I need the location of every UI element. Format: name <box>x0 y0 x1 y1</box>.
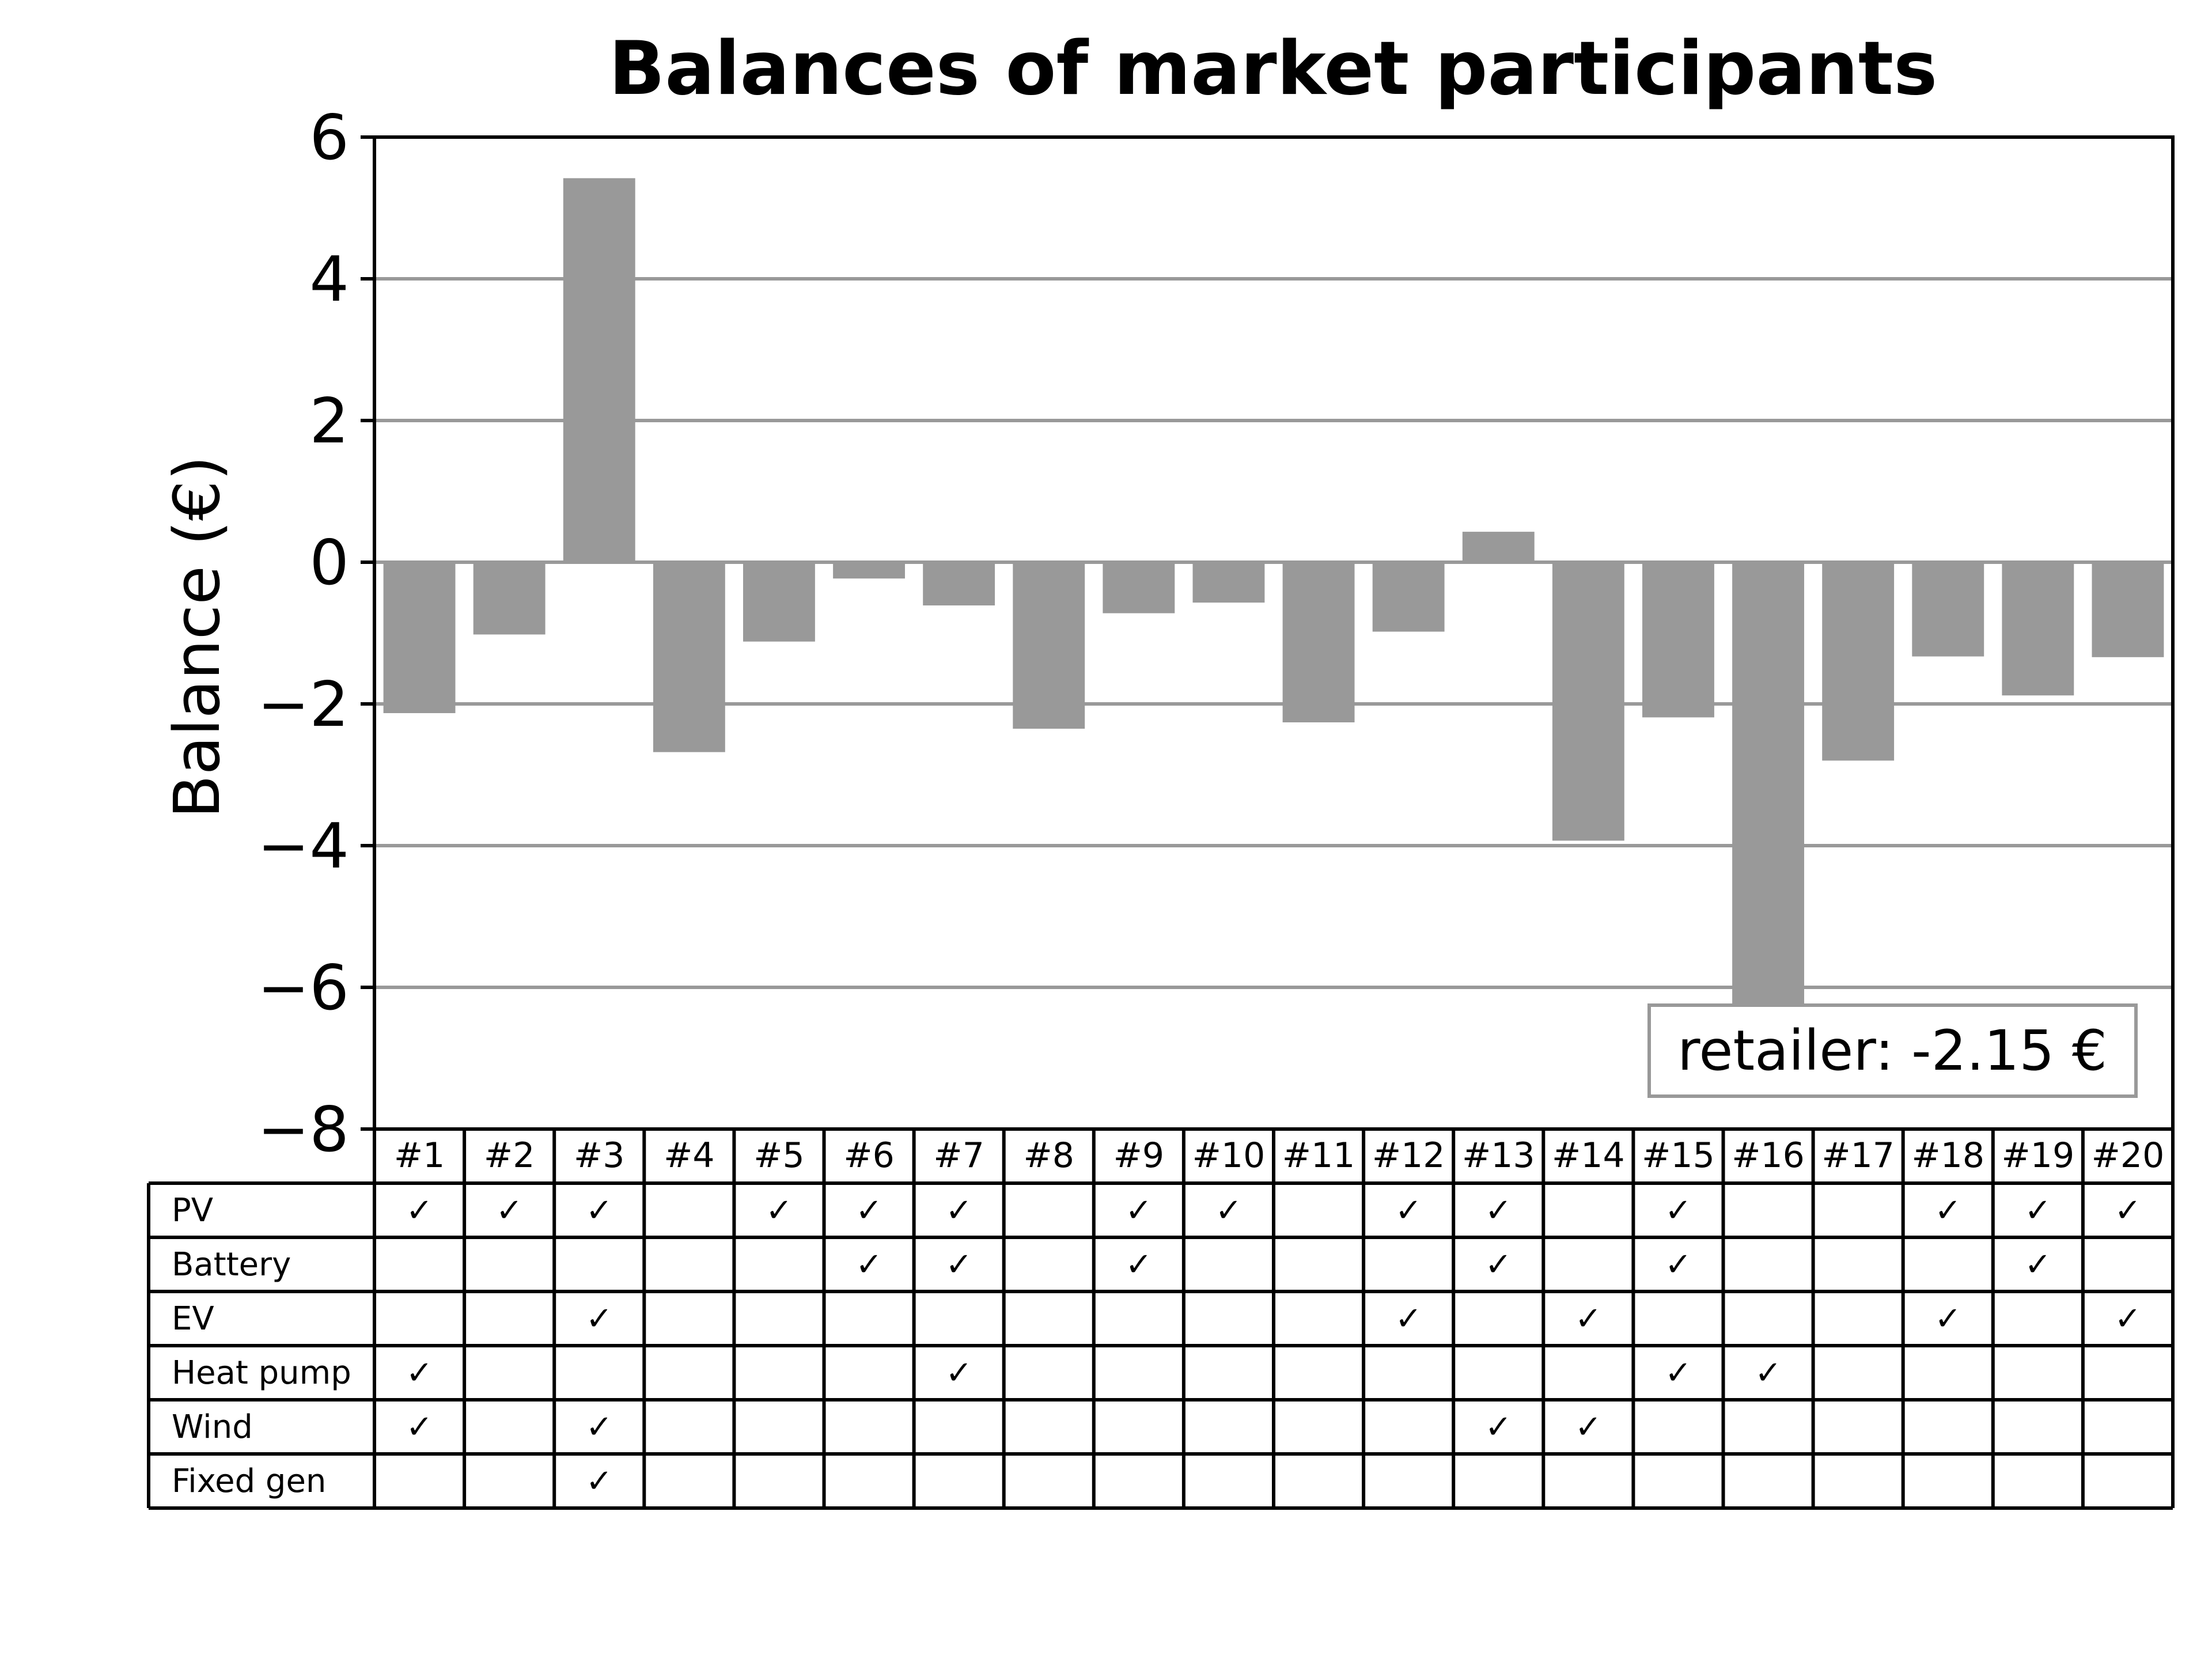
check-mark: ✓ <box>586 1300 613 1338</box>
column-header: #2 <box>484 1135 535 1176</box>
gridlines <box>374 277 2173 989</box>
check-mark: ✓ <box>2114 1192 2141 1229</box>
bar-20 <box>2092 562 2164 657</box>
retailer-annotation-box <box>1647 1003 2138 1098</box>
bar-1 <box>383 562 456 713</box>
y-axis-label: Balance (€) <box>160 456 234 819</box>
row-label: EV <box>172 1300 214 1338</box>
row-label: PV <box>172 1192 213 1229</box>
bar-13 <box>1462 532 1535 562</box>
column-header: #6 <box>843 1135 894 1176</box>
check-mark: ✓ <box>855 1192 882 1229</box>
column-header: #12 <box>1372 1135 1445 1176</box>
check-mark: ✓ <box>945 1192 972 1229</box>
check-mark: ✓ <box>586 1408 613 1446</box>
check-mark: ✓ <box>586 1192 613 1229</box>
bar-9 <box>1103 562 1175 613</box>
column-header: #20 <box>2092 1135 2165 1176</box>
column-header: #9 <box>1113 1135 1164 1176</box>
plot-frame <box>373 135 2175 1131</box>
bar-10 <box>1192 562 1265 603</box>
column-header: #18 <box>1911 1135 1984 1176</box>
bar-11 <box>1282 562 1355 722</box>
check-mark: ✓ <box>1125 1246 1152 1283</box>
bar-3 <box>563 178 635 563</box>
bar-19 <box>2002 562 2074 696</box>
column-header: #13 <box>1462 1135 1535 1176</box>
check-mark: ✓ <box>1665 1354 1692 1392</box>
row-label: Wind <box>172 1408 253 1446</box>
row-label: Heat pump <box>172 1354 351 1392</box>
check-mark: ✓ <box>1575 1300 1602 1338</box>
bar-17 <box>1822 562 1895 761</box>
check-mark: ✓ <box>1395 1300 1422 1338</box>
bar-2 <box>473 562 546 635</box>
check-mark: ✓ <box>766 1192 793 1229</box>
y-tick-label: 4 <box>309 244 349 316</box>
check-mark: ✓ <box>406 1408 433 1446</box>
column-header: #15 <box>1642 1135 1715 1176</box>
y-tick-label: −4 <box>257 810 349 882</box>
bar-4 <box>653 562 725 752</box>
check-mark: ✓ <box>2024 1192 2051 1229</box>
check-mark: ✓ <box>1665 1246 1692 1283</box>
bar-5 <box>743 562 815 642</box>
column-header: #16 <box>1732 1135 1805 1176</box>
y-tick-label: −2 <box>257 669 349 741</box>
retailer-annotation-text: retailer: -2.15 € <box>1677 1018 2107 1083</box>
check-mark: ✓ <box>1485 1246 1512 1283</box>
check-mark: ✓ <box>586 1463 613 1500</box>
column-header: #1 <box>394 1135 445 1176</box>
check-mark: ✓ <box>1125 1192 1152 1229</box>
check-mark: ✓ <box>1755 1354 1782 1392</box>
check-mark: ✓ <box>1934 1300 1961 1338</box>
column-header: #19 <box>2002 1135 2075 1176</box>
bar-7 <box>923 562 995 606</box>
y-tick-label: 2 <box>309 385 349 457</box>
check-mark: ✓ <box>1395 1192 1422 1229</box>
column-header: #4 <box>664 1135 714 1176</box>
bar-16 <box>1732 562 1804 1013</box>
bar-14 <box>1552 562 1624 841</box>
y-tick-label: −8 <box>257 1094 349 1166</box>
check-mark: ✓ <box>1575 1408 1602 1446</box>
retailer-annotation: retailer: -2.15 € <box>1647 1003 2138 1098</box>
check-mark: ✓ <box>945 1246 972 1283</box>
column-header: #17 <box>1821 1135 1895 1176</box>
y-tick-label: −6 <box>257 952 349 1024</box>
y-tick-label: 0 <box>309 527 349 599</box>
column-header: #7 <box>933 1135 984 1176</box>
check-mark: ✓ <box>1934 1192 1961 1229</box>
check-mark: ✓ <box>1215 1192 1242 1229</box>
check-mark: ✓ <box>406 1354 433 1392</box>
row-label: Fixed gen <box>172 1463 326 1500</box>
check-mark: ✓ <box>406 1192 433 1229</box>
check-mark: ✓ <box>2024 1246 2051 1283</box>
column-header: #8 <box>1024 1135 1074 1176</box>
bar-8 <box>1013 562 1085 729</box>
row-label: Battery <box>172 1246 291 1283</box>
bar-18 <box>1912 562 1984 657</box>
chart-title: Balances of market participants <box>609 26 1938 112</box>
column-header: #5 <box>753 1135 804 1176</box>
check-mark: ✓ <box>2114 1300 2141 1338</box>
check-mark: ✓ <box>1485 1408 1512 1446</box>
column-header: #11 <box>1282 1135 1355 1176</box>
check-mark: ✓ <box>1665 1192 1692 1229</box>
check-mark: ✓ <box>1485 1192 1512 1229</box>
bar-15 <box>1642 562 1714 718</box>
bar-12 <box>1372 562 1445 632</box>
participant-table: #1 #2 #3 #4 #5 #6 #7 #8 #9 #10 #11 #12 #13 #14 #15 #16 #… <box>147 1129 2175 1510</box>
column-header: #3 <box>574 1135 624 1176</box>
y-axis: 6 4 2 0 −2 −4 −6 −8 <box>257 102 374 1166</box>
y-tick-label: 6 <box>309 102 349 174</box>
column-header: #14 <box>1552 1135 1625 1176</box>
column-header: #10 <box>1192 1135 1266 1176</box>
bar-6 <box>833 562 905 579</box>
bars <box>383 178 2164 1013</box>
check-mark: ✓ <box>496 1192 523 1229</box>
check-mark: ✓ <box>855 1246 882 1283</box>
check-mark: ✓ <box>945 1354 972 1392</box>
